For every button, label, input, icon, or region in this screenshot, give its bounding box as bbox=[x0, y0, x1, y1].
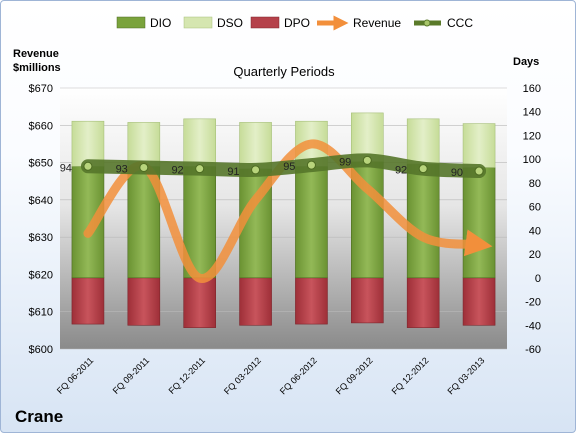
right-tick-label: 60 bbox=[529, 202, 541, 214]
left-tick-label: $660 bbox=[29, 120, 53, 132]
left-axis-title-line1: Revenue bbox=[13, 48, 59, 60]
company-name: Crane bbox=[15, 407, 63, 426]
ccc-data-label: 95 bbox=[283, 161, 295, 173]
right-tick-label: 80 bbox=[529, 178, 541, 190]
ccc-data-label: 91 bbox=[227, 166, 239, 178]
x-tick-label: FQ 06-2012 bbox=[278, 355, 319, 396]
x-tick-label: FQ 03-2013 bbox=[445, 355, 486, 396]
dio-bar bbox=[462, 167, 496, 279]
dpo-bar bbox=[295, 277, 328, 325]
dpo-bar bbox=[71, 277, 105, 325]
left-tick-label: $670 bbox=[29, 83, 53, 95]
dpo-bar bbox=[406, 277, 440, 328]
left-tick-label: $650 bbox=[29, 158, 53, 170]
x-tick-label: FQ 12-2011 bbox=[167, 355, 208, 396]
dpo-bar bbox=[127, 277, 161, 326]
left-tick-label: $620 bbox=[29, 269, 53, 281]
ccc-data-label: 92 bbox=[171, 165, 183, 177]
dso-bar bbox=[183, 118, 216, 167]
ccc-point bbox=[195, 164, 205, 174]
ccc-line bbox=[80, 153, 487, 179]
ccc-point bbox=[251, 165, 261, 175]
x-tick-label: FQ 09-2012 bbox=[334, 355, 375, 396]
legend-dso-swatch bbox=[183, 16, 213, 29]
legend-dso-label: DSO bbox=[217, 16, 243, 30]
ccc-data-label: 92 bbox=[395, 165, 407, 177]
right-tick-label: -60 bbox=[525, 344, 541, 356]
right-axis-ticks: -60 -40 -20 0 20 40 60 80 100 120 140 160 bbox=[523, 83, 541, 356]
dso-bar bbox=[462, 123, 496, 168]
right-tick-label: -40 bbox=[525, 320, 541, 332]
ccc-data-label: 94 bbox=[60, 162, 72, 174]
legend-dpo-swatch bbox=[250, 16, 280, 29]
ccc-data-label: 99 bbox=[339, 156, 351, 168]
legend-revenue-label: Revenue bbox=[353, 16, 401, 30]
left-tick-label: $610 bbox=[29, 307, 53, 319]
right-tick-label: 140 bbox=[523, 107, 541, 119]
dpo-bar bbox=[462, 277, 496, 326]
ccc-point bbox=[362, 155, 372, 165]
ccc-data-label: 93 bbox=[116, 163, 128, 175]
x-tick-label: FQ 09-2011 bbox=[111, 355, 152, 396]
ccc-point bbox=[418, 164, 428, 174]
left-tick-label: $640 bbox=[29, 195, 53, 207]
left-axis-title-line2: $millions bbox=[13, 62, 61, 74]
right-tick-label: 20 bbox=[529, 249, 541, 261]
right-tick-label: 120 bbox=[523, 130, 541, 142]
ccc-layer: 94 93 92 91 95 99 92 90 bbox=[60, 153, 487, 179]
right-axis-title: Days bbox=[513, 56, 539, 68]
chart-title: Quarterly Periods bbox=[233, 64, 335, 79]
legend: DIO DSO DPO Revenue CCC bbox=[116, 15, 473, 31]
dpo-bar bbox=[239, 277, 272, 326]
dso-bar bbox=[127, 122, 161, 167]
legend-dio-swatch bbox=[116, 16, 146, 29]
legend-ccc-marker bbox=[423, 19, 431, 27]
right-tick-label: -20 bbox=[525, 297, 541, 309]
x-axis-ticks: FQ 06-2011 FQ 09-2011 FQ 12-2011 FQ 03-2012… bbox=[55, 355, 487, 396]
plot-area bbox=[60, 88, 507, 349]
x-tick-label: FQ 12-2012 bbox=[390, 355, 431, 396]
dpo-bar bbox=[351, 277, 384, 324]
ccc-point bbox=[139, 162, 149, 172]
right-tick-label: 0 bbox=[535, 273, 541, 285]
left-axis-ticks: $600 $610 $620 $630 $640 $650 $660 $670 bbox=[29, 83, 53, 356]
ccc-point bbox=[306, 160, 316, 170]
legend-ccc-label: CCC bbox=[447, 16, 473, 30]
dio-bar bbox=[295, 166, 328, 279]
dso-bar bbox=[239, 122, 272, 169]
x-tick-label: FQ 03-2012 bbox=[222, 355, 263, 396]
left-tick-label: $630 bbox=[29, 232, 53, 244]
right-tick-label: 100 bbox=[523, 154, 541, 166]
ccc-data-label: 90 bbox=[451, 167, 463, 179]
legend-dpo-label: DPO bbox=[284, 16, 310, 30]
ccc-point bbox=[83, 161, 93, 171]
legend-dio-label: DIO bbox=[150, 16, 171, 30]
dio-bar bbox=[406, 163, 440, 279]
dso-bar bbox=[71, 120, 105, 167]
left-tick-label: $600 bbox=[29, 344, 53, 356]
x-tick-label: FQ 06-2011 bbox=[55, 355, 96, 396]
right-tick-label: 160 bbox=[523, 83, 541, 95]
right-tick-label: 40 bbox=[529, 225, 541, 237]
dso-bar bbox=[406, 118, 440, 165]
dpo-bar bbox=[183, 277, 216, 328]
ccc-point bbox=[474, 166, 484, 176]
